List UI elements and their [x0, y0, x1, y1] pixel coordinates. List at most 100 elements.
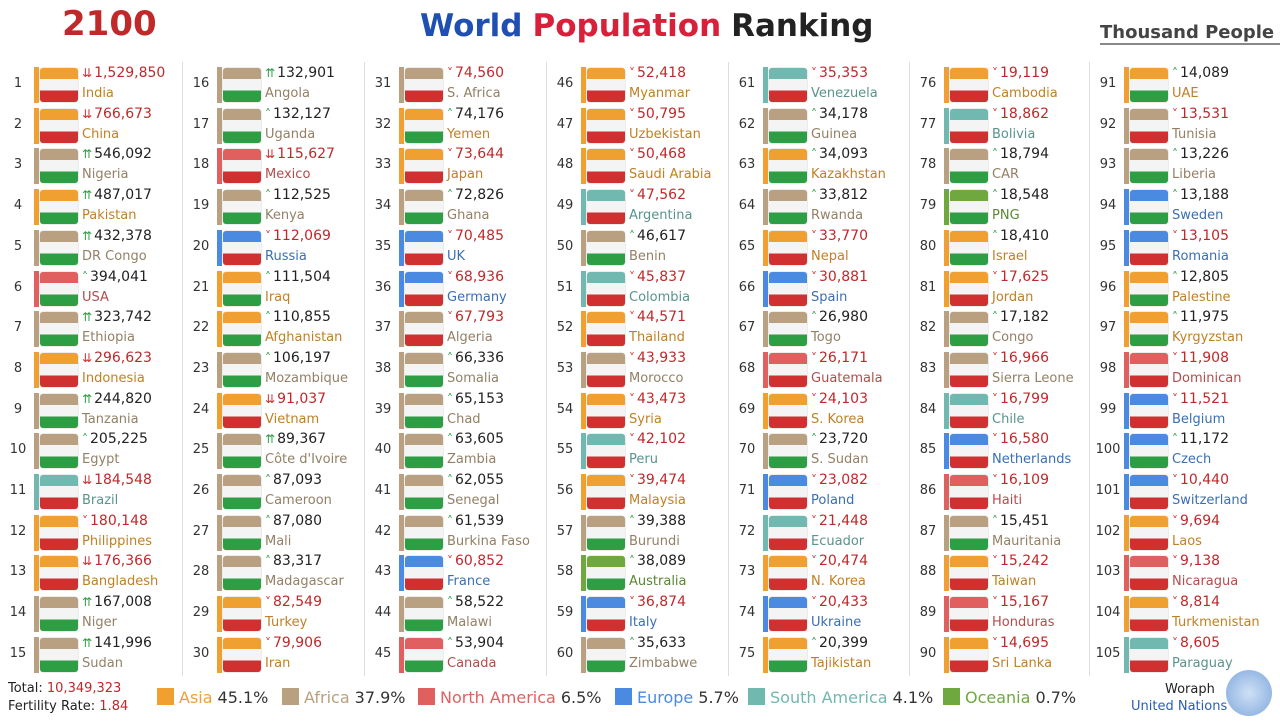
value-text: 42,102: [637, 431, 686, 448]
country-name: Bolivia: [992, 126, 1036, 142]
value: ˅ 50,468: [629, 146, 686, 162]
value: ˄ 20,399: [811, 635, 868, 651]
rank: 39: [374, 401, 392, 417]
trend: ˅: [629, 432, 635, 447]
value: ˅ 73,644: [447, 146, 504, 162]
region-bar: [581, 107, 586, 144]
country-name: Saudi Arabia: [629, 167, 712, 183]
rank: 44: [374, 605, 392, 621]
value-text: 70,485: [455, 227, 504, 244]
rank: 7: [13, 320, 23, 336]
country-name: Morocco: [629, 370, 684, 386]
legend-item: South America 4.1%: [748, 688, 933, 707]
country-name: Haiti: [992, 493, 1023, 508]
value: ⇈ 167,008: [82, 594, 152, 610]
flag: [950, 515, 988, 550]
region-bar: [399, 270, 404, 307]
country-name: Argentina: [629, 208, 693, 224]
country-name: Nicaragua: [1172, 574, 1239, 590]
trend: ⇈: [82, 310, 93, 325]
flag: [769, 515, 807, 550]
country-name: Senegal: [447, 493, 500, 508]
total: Total: 10,349,323: [8, 681, 121, 696]
region-bar: [944, 351, 949, 388]
rank: 84: [919, 401, 937, 417]
region-bar: [763, 107, 768, 144]
trend: ˅: [992, 106, 998, 121]
value-text: 74,560: [455, 65, 504, 81]
trend: ˅: [82, 513, 88, 528]
region-bar: [34, 351, 39, 388]
trend: ˅: [629, 350, 635, 365]
trend: ˄: [447, 595, 453, 610]
flag: [223, 190, 261, 225]
flag: [587, 312, 625, 347]
value: ˄ 132,127: [265, 106, 331, 122]
region-bar: [217, 392, 222, 429]
rank: 67: [738, 320, 756, 336]
value-text: 112,069: [273, 227, 331, 244]
region-bar: [763, 351, 768, 388]
legend-swatch: [282, 688, 299, 705]
value-text: 184,548: [94, 472, 152, 488]
country-name: Burkina Faso: [447, 533, 530, 549]
value: ⇈ 546,092: [82, 146, 152, 162]
rank: 48: [556, 157, 574, 173]
value-text: 9,694: [1180, 512, 1221, 529]
value: ˄ 394,041: [82, 269, 148, 285]
flag: [587, 190, 625, 225]
rank: 88: [919, 564, 937, 580]
rank: 98: [1099, 360, 1117, 376]
rank: 35: [374, 238, 392, 254]
flag: [950, 68, 988, 102]
region-bar: [944, 474, 949, 510]
value: ˅ 13,531: [1172, 106, 1229, 122]
value-text: 82,549: [273, 594, 322, 611]
flag: [769, 393, 807, 428]
country-name: Angola: [265, 86, 310, 101]
region-bar: [581, 433, 586, 470]
country-name: Iraq: [265, 289, 291, 305]
trend: ⇈: [82, 188, 93, 203]
column-divider: [546, 62, 547, 676]
region-bar: [581, 474, 586, 510]
column-divider: [1089, 62, 1090, 676]
rank: 30: [192, 645, 210, 661]
value-text: 74,176: [455, 105, 504, 122]
trend: ˅: [447, 228, 453, 243]
country-name: Belgium: [1172, 411, 1226, 427]
flag: [40, 393, 78, 428]
rank: 96: [1099, 279, 1117, 295]
value-text: 766,673: [94, 105, 152, 122]
flag: [40, 230, 78, 265]
trend: ˅: [811, 66, 817, 80]
rank: 32: [374, 116, 392, 132]
rank: 19: [192, 198, 210, 214]
trend: ˄: [992, 188, 998, 203]
value-text: 83,317: [273, 553, 322, 570]
rank: 38: [374, 360, 392, 376]
rank: 64: [738, 198, 756, 214]
value: ˄ 63,605: [447, 431, 504, 447]
flag: [223, 637, 261, 672]
trend: ˅: [629, 595, 635, 610]
country-name: Czech: [1172, 452, 1212, 468]
region-bar: [217, 67, 222, 103]
value: ⇊ 176,366: [82, 553, 152, 569]
region-bar: [34, 189, 39, 226]
country-name: Kyrgyzstan: [1172, 330, 1244, 346]
value-text: 15,242: [1000, 553, 1049, 570]
region-bar: [763, 555, 768, 592]
value-text: 50,795: [637, 105, 686, 122]
flag: [950, 597, 988, 632]
trend: ˄: [1172, 188, 1178, 203]
rank: 33: [374, 157, 392, 173]
value-text: 34,178: [819, 105, 868, 122]
region-bar: [944, 636, 949, 673]
trend: ˄: [811, 147, 817, 162]
rank: 100: [1095, 442, 1121, 458]
flag: [405, 434, 443, 469]
country-name: Algeria: [447, 330, 493, 346]
rank: 60: [556, 645, 574, 661]
legend-swatch: [615, 688, 632, 705]
